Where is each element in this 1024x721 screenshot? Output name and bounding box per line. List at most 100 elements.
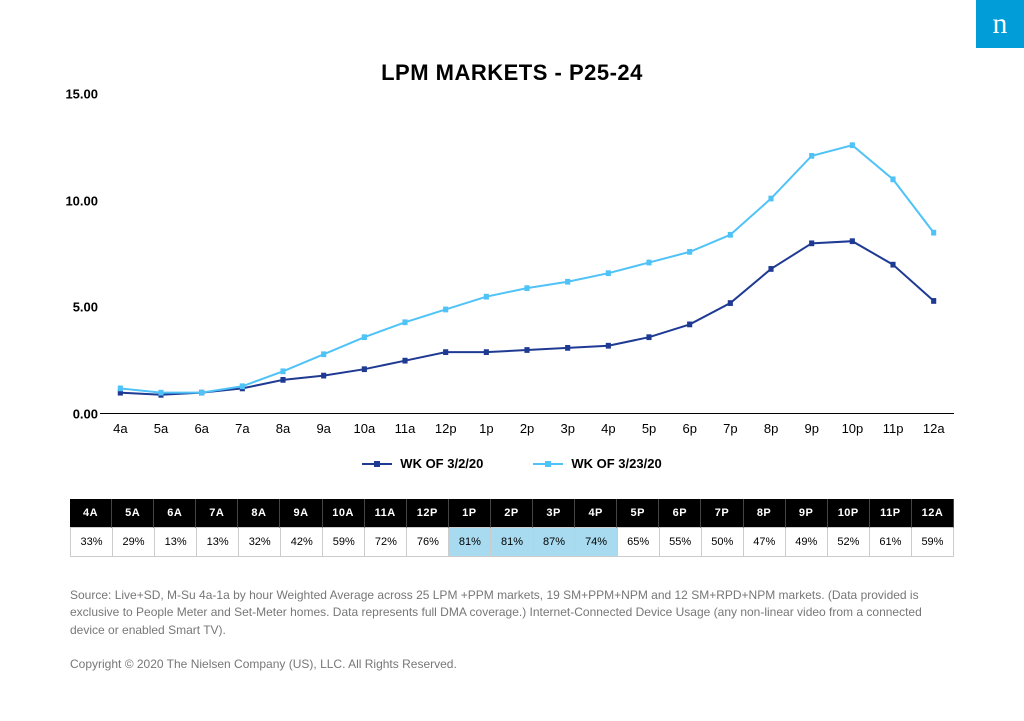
table-header-cell: 7A — [196, 499, 238, 528]
table-value-cell: 72% — [365, 528, 407, 557]
chart-title: LPM MARKETS - P25-24 — [40, 60, 984, 86]
table-header-cell: 7P — [701, 499, 743, 528]
table-value-cell: 29% — [113, 528, 155, 557]
x-tick-label: 7a — [222, 421, 263, 436]
x-tick-label: 10p — [832, 421, 873, 436]
table-header-cell: 6P — [659, 499, 701, 528]
x-tick-label: 3p — [547, 421, 588, 436]
table-header-cell: 10A — [323, 499, 365, 528]
x-tick-label: 9p — [791, 421, 832, 436]
table-header-cell: 2P — [491, 499, 533, 528]
table-value-cell: 76% — [407, 528, 449, 557]
series-marker — [443, 307, 448, 313]
table-value-cell: 42% — [281, 528, 323, 557]
x-tick-label: 11a — [385, 421, 426, 436]
table-header-cell: 9P — [786, 499, 828, 528]
x-tick-label: 4p — [588, 421, 629, 436]
table-header-cell: 10P — [828, 499, 870, 528]
series-marker — [402, 319, 407, 325]
series-line — [120, 241, 933, 395]
series-marker — [890, 262, 895, 268]
table-value-cell: 13% — [197, 528, 239, 557]
series-marker — [565, 345, 570, 351]
series-marker — [321, 373, 326, 379]
series-marker — [199, 390, 204, 396]
table-header-cell: 4P — [575, 499, 617, 528]
percentage-table: 4A5A6A7A8A9A10A11A12P1P2P3P4P5P6P7P8P9P1… — [70, 499, 954, 557]
y-tick-label: 0.00 — [73, 407, 98, 422]
series-marker — [443, 349, 448, 355]
table-value-cell: 59% — [912, 528, 954, 557]
series-marker — [484, 294, 489, 300]
x-tick-label: 12a — [913, 421, 954, 436]
table-value-cell: 50% — [702, 528, 744, 557]
table-value-cell: 32% — [239, 528, 281, 557]
series-marker — [280, 377, 285, 383]
series-marker — [728, 232, 733, 238]
series-marker — [768, 266, 773, 272]
x-tick-label: 4a — [100, 421, 141, 436]
table-header-cell: 4A — [70, 499, 112, 528]
table-header-cell: 8A — [238, 499, 280, 528]
series-marker — [402, 358, 407, 364]
table-value-cell: 74% — [576, 528, 618, 557]
x-tick-label: 10a — [344, 421, 385, 436]
table-value-cell: 81% — [491, 528, 533, 557]
line-chart: 0.005.0010.0015.00 4a5a6a7a8a9a10a11a12p… — [100, 94, 954, 414]
chart-legend: WK OF 3/2/20 WK OF 3/23/20 — [40, 456, 984, 471]
series-marker — [524, 347, 529, 353]
series-marker — [850, 238, 855, 244]
table-header-cell: 5P — [617, 499, 659, 528]
series-marker — [931, 298, 936, 304]
table-value-cell: 61% — [870, 528, 912, 557]
series-marker — [809, 153, 814, 159]
table-header-cell: 9A — [280, 499, 322, 528]
legend-label: WK OF 3/2/20 — [400, 456, 483, 471]
x-tick-label: 2p — [507, 421, 548, 436]
x-tick-label: 6p — [669, 421, 710, 436]
table-header-cell: 8P — [744, 499, 786, 528]
nielsen-logo: n — [976, 0, 1024, 48]
series-marker — [484, 349, 489, 355]
series-marker — [565, 279, 570, 285]
x-tick-label: 1p — [466, 421, 507, 436]
legend-item: WK OF 3/23/20 — [533, 456, 661, 471]
table-value-row: 33%29%13%13%32%42%59%72%76%81%81%87%74%6… — [70, 528, 954, 557]
series-marker — [890, 176, 895, 182]
x-tick-label: 11p — [873, 421, 914, 436]
x-tick-label: 5p — [629, 421, 670, 436]
table-value-cell: 49% — [786, 528, 828, 557]
table-value-cell: 52% — [828, 528, 870, 557]
source-footnote: Source: Live+SD, M-Su 4a-1a by hour Weig… — [70, 587, 954, 639]
table-value-cell: 87% — [534, 528, 576, 557]
x-tick-label: 9a — [303, 421, 344, 436]
series-marker — [362, 366, 367, 372]
table-header-cell: 12A — [912, 499, 954, 528]
series-marker — [728, 300, 733, 306]
table-value-cell: 59% — [323, 528, 365, 557]
legend-item: WK OF 3/2/20 — [362, 456, 483, 471]
series-marker — [687, 249, 692, 255]
series-line — [120, 145, 933, 392]
copyright-text: Copyright © 2020 The Nielsen Company (US… — [70, 657, 954, 671]
table-value-cell: 33% — [70, 528, 113, 557]
y-axis: 0.005.0010.0015.00 — [48, 94, 98, 414]
series-marker — [158, 390, 163, 396]
series-marker — [850, 142, 855, 148]
chart-plot — [100, 94, 954, 414]
table-header-cell: 1P — [449, 499, 491, 528]
table-value-cell: 81% — [449, 528, 491, 557]
x-tick-label: 8p — [751, 421, 792, 436]
series-marker — [646, 334, 651, 340]
y-tick-label: 15.00 — [65, 87, 98, 102]
series-marker — [240, 383, 245, 389]
table-value-cell: 13% — [155, 528, 197, 557]
x-tick-label: 5a — [141, 421, 182, 436]
x-tick-label: 7p — [710, 421, 751, 436]
series-marker — [606, 343, 611, 349]
table-header-cell: 3P — [533, 499, 575, 528]
series-marker — [606, 270, 611, 276]
series-marker — [931, 230, 936, 236]
x-tick-label: 12p — [425, 421, 466, 436]
series-marker — [362, 334, 367, 340]
